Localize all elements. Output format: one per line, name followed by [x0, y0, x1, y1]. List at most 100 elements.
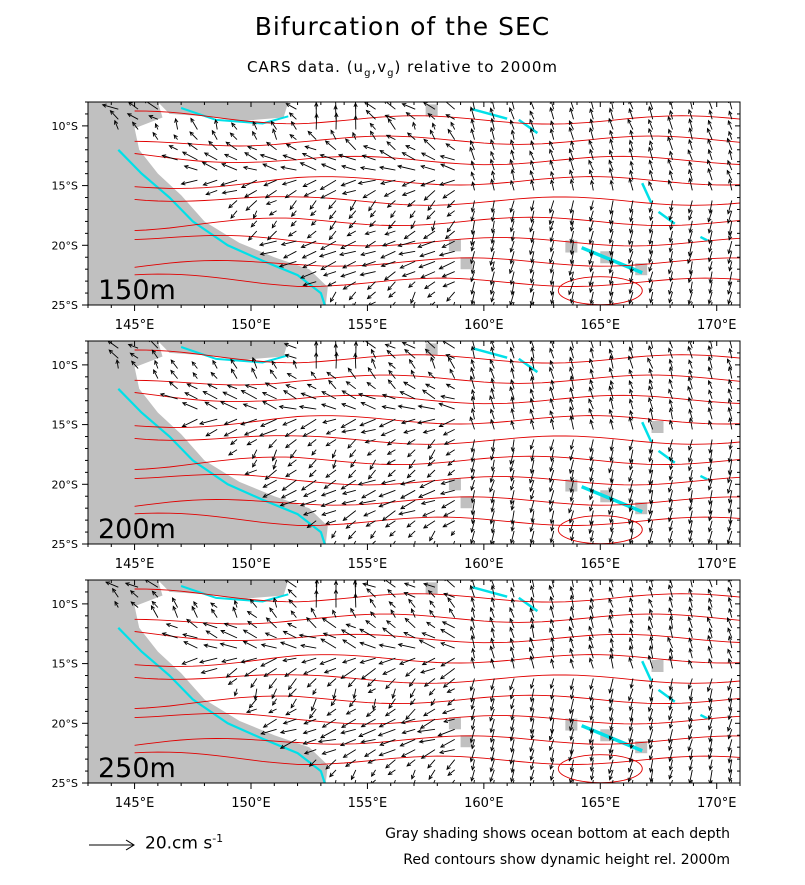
- velocity-arrowhead: [727, 289, 732, 295]
- velocity-arrow: [590, 759, 594, 772]
- velocity-arrowhead: [385, 134, 391, 139]
- velocity-arrow: [170, 370, 178, 379]
- velocity-arrow: [367, 367, 376, 379]
- velocity-arrow: [107, 341, 119, 349]
- velocity-arrowhead: [530, 617, 535, 623]
- velocity-arrowhead: [252, 214, 257, 220]
- velocity-arrow: [648, 147, 654, 161]
- velocity-arrow: [287, 459, 297, 467]
- velocity-arrow: [709, 759, 713, 770]
- velocity-arrow: [589, 169, 594, 181]
- velocity-arrowhead: [569, 226, 575, 232]
- velocity-arrowhead: [388, 362, 393, 367]
- velocity-arrowhead: [333, 786, 336, 790]
- velocity-arrowhead: [569, 497, 574, 503]
- velocity-arrow: [549, 479, 555, 492]
- velocity-arrowhead: [470, 776, 475, 782]
- velocity-arrow: [440, 163, 455, 171]
- velocity-arrow: [491, 597, 495, 608]
- velocity-arrowhead: [589, 685, 594, 691]
- velocity-arrow: [549, 410, 555, 420]
- velocity-arrow: [429, 688, 436, 696]
- velocity-arrowhead: [568, 270, 573, 276]
- velocity-arrow: [440, 642, 455, 649]
- velocity-arrowhead: [168, 145, 174, 150]
- velocity-arrow: [320, 261, 337, 270]
- velocity-arrowhead: [707, 138, 712, 144]
- velocity-arrowhead: [667, 584, 673, 590]
- velocity-arrowhead: [570, 787, 573, 791]
- velocity-arrow: [511, 169, 515, 181]
- velocity-arrow: [708, 749, 713, 759]
- velocity-arrow: [346, 520, 357, 529]
- velocity-arrowhead: [569, 605, 575, 611]
- velocity-arrowhead: [509, 467, 514, 473]
- velocity-arrow: [284, 668, 297, 677]
- velocity-arrow: [289, 200, 297, 210]
- velocity-arrowhead: [469, 139, 474, 145]
- velocity-arrow: [669, 580, 673, 588]
- velocity-arrowhead: [727, 498, 733, 504]
- velocity-arrowhead: [608, 688, 613, 694]
- velocity-arrow: [470, 688, 475, 702]
- velocity-arrowhead: [668, 724, 674, 729]
- velocity-arrow: [490, 530, 495, 544]
- velocity-arrowhead: [708, 658, 713, 663]
- velocity-arrow: [571, 530, 574, 541]
- velocity-arrow: [629, 439, 634, 451]
- velocity-arrowhead: [362, 194, 368, 199]
- velocity-arrowhead: [628, 465, 634, 471]
- velocity-arrow: [127, 113, 139, 120]
- velocity-arrow: [245, 384, 257, 390]
- velocity-arrow: [648, 729, 654, 744]
- velocity-arrowhead: [308, 472, 314, 478]
- velocity-arrow: [429, 130, 436, 140]
- velocity-arrow: [369, 123, 376, 130]
- velocity-arrowhead: [668, 215, 673, 221]
- velocity-arrow: [471, 698, 475, 710]
- velocity-arrowhead: [233, 599, 238, 605]
- velocity-arrowhead: [707, 715, 712, 721]
- velocity-arrowhead: [470, 366, 475, 372]
- velocity-arrow: [650, 637, 654, 649]
- velocity-arrowhead: [443, 440, 449, 445]
- velocity-arrow: [220, 643, 238, 649]
- velocity-arrowhead: [728, 130, 733, 136]
- velocity-arrow: [530, 419, 535, 430]
- velocity-arrowhead: [334, 94, 338, 98]
- velocity-arrow: [131, 361, 139, 369]
- velocity-arrowhead: [727, 365, 733, 372]
- velocity-arrow: [688, 369, 693, 379]
- velocity-arrow: [590, 739, 594, 750]
- velocity-arrowhead: [214, 118, 219, 124]
- velocity-arrow: [570, 480, 574, 493]
- velocity-arrowhead: [386, 141, 392, 146]
- velocity-arrowhead: [589, 615, 594, 621]
- velocity-arrow: [708, 366, 713, 379]
- velocity-arrowhead: [549, 280, 554, 286]
- velocity-arrowhead: [530, 623, 535, 629]
- velocity-arrow: [407, 132, 416, 140]
- velocity-arrowhead: [308, 714, 314, 719]
- dynamic-height-contour: [134, 135, 740, 147]
- velocity-arrow: [627, 119, 634, 130]
- velocity-arrow: [491, 179, 495, 191]
- velocity-arrowhead: [707, 159, 711, 165]
- velocity-arrow: [728, 389, 733, 400]
- velocity-arrow: [708, 520, 713, 532]
- velocity-arrowhead: [340, 674, 346, 679]
- velocity-arrow: [423, 708, 436, 717]
- velocity-arrow: [321, 499, 337, 507]
- velocity-arrow: [360, 271, 376, 276]
- velocity-arrowhead: [225, 673, 231, 678]
- velocity-arrowhead: [130, 601, 136, 606]
- velocity-arrowhead: [668, 298, 673, 304]
- velocity-arrowhead: [688, 529, 693, 535]
- island-coast: [471, 107, 508, 120]
- velocity-arrow: [709, 698, 713, 711]
- velocity-arrowhead: [648, 615, 653, 621]
- velocity-arrowhead: [489, 645, 494, 651]
- velocity-arrowhead: [441, 504, 447, 509]
- velocity-arrow: [569, 718, 574, 731]
- velocity-arrowhead: [223, 432, 229, 437]
